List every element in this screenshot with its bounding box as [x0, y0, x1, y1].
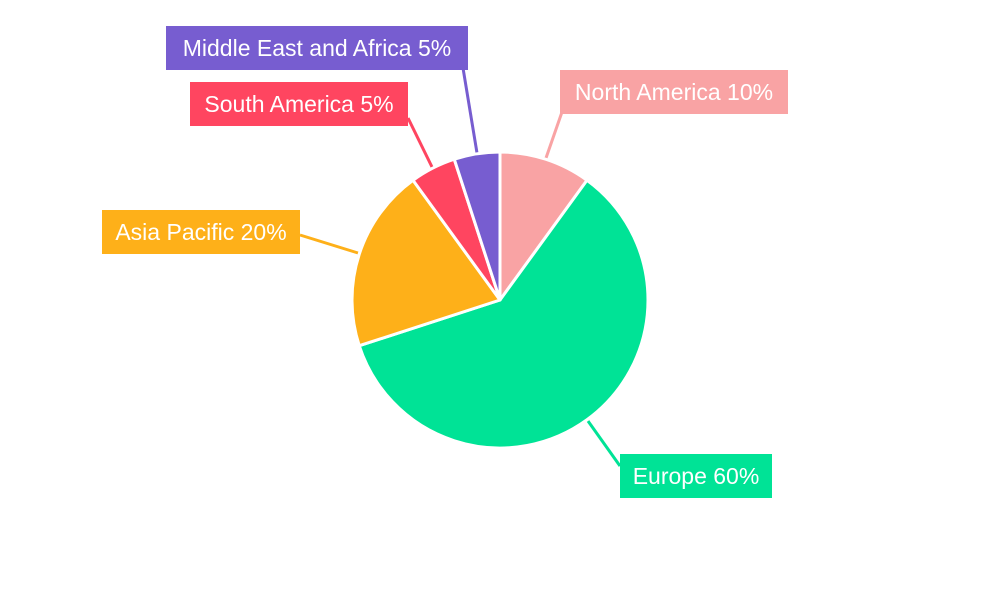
data-label-south-america: South America 5% — [190, 82, 408, 126]
data-label-box — [560, 70, 788, 114]
data-label-asia-pacific: Asia Pacific 20% — [102, 210, 300, 254]
pie-slice-north-america[interactable] — [498, 150, 589, 302]
data-label-box — [102, 210, 300, 254]
leader-line-north-america — [544, 111, 564, 159]
data-label-text: North America 10% — [575, 79, 773, 105]
pie-slice-middle-east-and-africa[interactable] — [452, 150, 502, 302]
data-label-middle-east-and-africa: Middle East and Africa 5% — [166, 26, 468, 70]
data-label-box — [620, 454, 772, 498]
leader-line-middle-east-and-africa — [461, 67, 479, 154]
leader-line-south-america — [406, 117, 434, 168]
data-label-text: South America 5% — [204, 91, 393, 117]
leader-line-asia-pacific — [299, 233, 359, 255]
pie-slice-asia-pacific[interactable] — [350, 178, 502, 348]
leader-line-europe — [586, 420, 622, 467]
data-label-text: Middle East and Africa 5% — [183, 35, 451, 61]
data-label-north-america: North America 10% — [560, 70, 788, 114]
data-label-europe: Europe 60% — [620, 454, 772, 498]
data-label-box — [190, 82, 408, 126]
data-label-box — [166, 26, 468, 70]
pie-slice-europe[interactable] — [357, 178, 650, 450]
data-label-text: Europe 60% — [633, 463, 760, 489]
data-label-text: Asia Pacific 20% — [115, 219, 286, 245]
